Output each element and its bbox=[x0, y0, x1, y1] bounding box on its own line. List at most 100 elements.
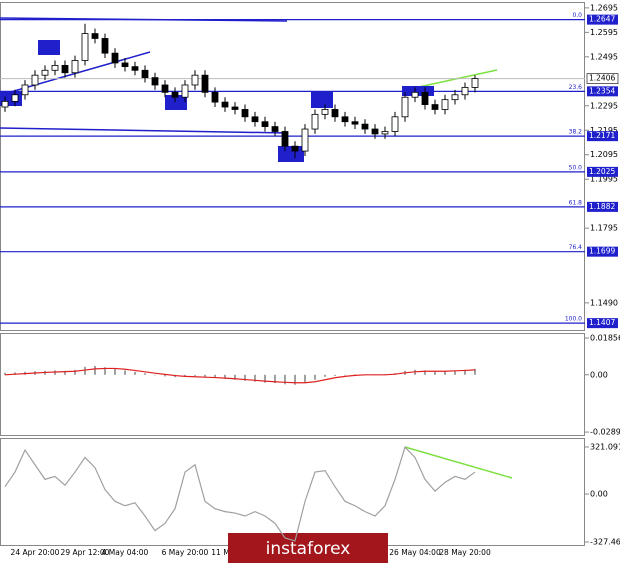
last-price: 1.2406 bbox=[589, 74, 615, 83]
x-tick-label: 4 May 04:00 bbox=[102, 548, 149, 557]
signal-line bbox=[4, 367, 476, 384]
y-tick-label: 1.2295 bbox=[590, 101, 618, 110]
level-price: 1.1882 bbox=[589, 202, 615, 211]
macd-bar bbox=[224, 374, 226, 379]
watermark: instaforex bbox=[266, 539, 351, 559]
candle-body bbox=[301, 128, 309, 152]
fib-label: 0.0 bbox=[572, 12, 582, 19]
candle-body bbox=[101, 38, 109, 54]
y-tick-label: 0.01856 bbox=[590, 334, 620, 343]
candle-body bbox=[141, 69, 149, 79]
y-tick-label: 1.2095 bbox=[590, 150, 618, 159]
candle-body bbox=[431, 104, 439, 110]
candle-body bbox=[51, 64, 59, 71]
candle-body bbox=[321, 109, 329, 115]
x-tick-label: 26 May 04:00 bbox=[389, 548, 441, 557]
level-price-box bbox=[587, 86, 618, 97]
last-price-box bbox=[586, 73, 619, 84]
level-price-box bbox=[587, 246, 618, 257]
marker-box bbox=[311, 92, 333, 108]
macd-bar bbox=[154, 374, 156, 376]
fib-label: 50.0 bbox=[569, 164, 583, 171]
macd-bar bbox=[274, 374, 276, 384]
candle-body bbox=[241, 109, 249, 118]
macd-bar bbox=[314, 374, 316, 380]
main-panel bbox=[0, 2, 585, 331]
candle-body bbox=[361, 123, 369, 130]
macd-bar bbox=[104, 367, 106, 375]
macd-bar bbox=[164, 374, 166, 377]
macd-bar bbox=[424, 370, 426, 375]
candle-body bbox=[381, 131, 389, 135]
y-tick-label: 321.0916 bbox=[590, 442, 620, 451]
candle-body bbox=[41, 69, 49, 76]
macd-bar bbox=[214, 374, 216, 378]
candle-body bbox=[31, 74, 39, 86]
macd-bar bbox=[64, 370, 66, 375]
level-price: 1.2025 bbox=[589, 167, 615, 176]
y-tick-label: 0.00 bbox=[590, 490, 608, 499]
x-tick-label: 6 May 20:00 bbox=[162, 548, 209, 557]
candle-body bbox=[201, 74, 209, 93]
candle-body bbox=[11, 94, 19, 102]
x-tick-label: 29 Apr 12:00 bbox=[61, 548, 110, 557]
candle-body bbox=[411, 91, 419, 98]
candle-body bbox=[471, 78, 479, 88]
candle-body bbox=[331, 109, 339, 118]
macd-bar bbox=[354, 374, 356, 375]
macd-bar bbox=[134, 371, 136, 375]
macd-bar bbox=[234, 374, 236, 380]
y-tick-label: 0.00 bbox=[590, 370, 608, 379]
candle-body bbox=[461, 87, 469, 96]
candle-body bbox=[371, 128, 379, 135]
macd-bar bbox=[324, 374, 326, 377]
candle-body bbox=[81, 33, 89, 61]
macd-bar bbox=[344, 374, 346, 376]
macd-bar bbox=[474, 368, 476, 375]
level-price-box bbox=[587, 318, 618, 329]
macd-panel bbox=[0, 333, 585, 436]
candle-body bbox=[211, 91, 219, 103]
candle-body bbox=[61, 64, 69, 74]
trend-line bbox=[404, 446, 513, 479]
x-tick-label: 28 May 20:00 bbox=[439, 548, 491, 557]
macd-bar bbox=[334, 374, 336, 376]
candle-body bbox=[181, 84, 189, 98]
y-tick-label: 1.2595 bbox=[590, 28, 618, 37]
candle-body bbox=[111, 52, 119, 64]
cci-panel bbox=[0, 438, 585, 546]
candle-body bbox=[171, 91, 179, 98]
candle-body bbox=[281, 131, 289, 147]
fib-label: 100.0 bbox=[565, 316, 582, 323]
candle-body bbox=[261, 121, 269, 127]
macd-bar bbox=[254, 374, 256, 382]
macd-bar bbox=[144, 373, 146, 375]
level-price: 1.2171 bbox=[589, 131, 615, 140]
candle-body bbox=[191, 74, 199, 86]
macd-bar bbox=[94, 365, 96, 375]
candle-body bbox=[401, 96, 409, 118]
candle-body bbox=[231, 106, 239, 110]
candle-body bbox=[441, 99, 449, 110]
macd-bar bbox=[84, 366, 86, 375]
candle-body bbox=[351, 121, 359, 125]
level-price-box bbox=[587, 166, 618, 177]
fib-label: 76.4 bbox=[569, 244, 583, 251]
fib-label: 38.2 bbox=[569, 129, 583, 136]
y-tick-label: 1.2695 bbox=[590, 3, 618, 12]
y-tick-label: 1.1490 bbox=[590, 298, 618, 307]
candle-body bbox=[131, 66, 139, 71]
level-price-box bbox=[587, 131, 618, 142]
y-tick-label: 1.1995 bbox=[590, 175, 618, 184]
macd-bar bbox=[4, 372, 6, 375]
x-tick-label: 11 May bbox=[211, 548, 239, 557]
candle-body bbox=[451, 94, 459, 101]
candle-body bbox=[1, 100, 9, 108]
candle-body bbox=[271, 126, 279, 132]
candle-body bbox=[151, 77, 159, 86]
candle-body bbox=[391, 116, 399, 132]
macd-bar bbox=[74, 369, 76, 375]
y-tick-label: -0.02892 bbox=[590, 428, 620, 437]
